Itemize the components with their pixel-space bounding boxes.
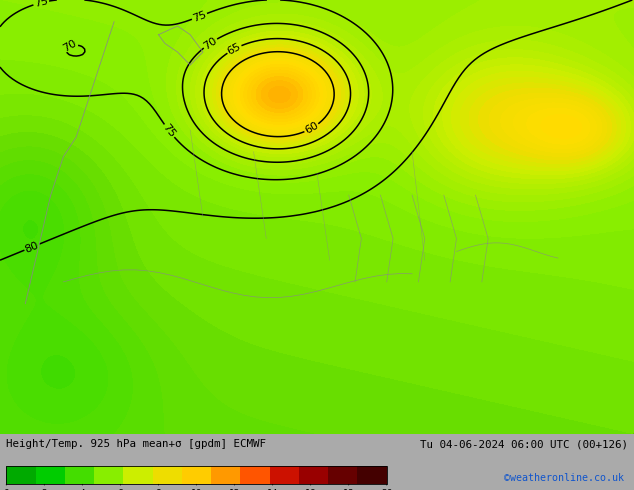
Text: 6: 6 <box>117 489 124 490</box>
Bar <box>153 466 182 484</box>
Text: 70: 70 <box>202 35 219 51</box>
Text: Tu 04-06-2024 06:00 UTC (00+126): Tu 04-06-2024 06:00 UTC (00+126) <box>420 439 628 449</box>
Text: 75: 75 <box>191 9 208 24</box>
Bar <box>211 466 240 484</box>
Text: 70: 70 <box>61 38 79 54</box>
Text: 75: 75 <box>161 122 178 140</box>
Bar <box>36 466 65 484</box>
Text: 60: 60 <box>303 121 320 136</box>
Text: ©weatheronline.co.uk: ©weatheronline.co.uk <box>505 472 624 483</box>
Text: 18: 18 <box>343 489 354 490</box>
Bar <box>94 466 124 484</box>
Text: 20: 20 <box>381 489 392 490</box>
Bar <box>299 466 328 484</box>
Text: 8: 8 <box>155 489 162 490</box>
Text: 4: 4 <box>79 489 86 490</box>
Bar <box>358 466 387 484</box>
Text: 2: 2 <box>41 489 48 490</box>
Bar <box>240 466 269 484</box>
Bar <box>182 466 211 484</box>
Text: 14: 14 <box>267 489 278 490</box>
Bar <box>65 466 94 484</box>
Text: 75: 75 <box>33 0 49 9</box>
Text: 10: 10 <box>191 489 202 490</box>
Bar <box>6 466 36 484</box>
Text: 0: 0 <box>3 489 10 490</box>
Text: 65: 65 <box>226 41 243 57</box>
Bar <box>328 466 358 484</box>
Text: 80: 80 <box>23 240 41 254</box>
Text: 16: 16 <box>305 489 316 490</box>
Text: 12: 12 <box>229 489 240 490</box>
Bar <box>6 466 387 484</box>
Bar <box>269 466 299 484</box>
Bar <box>124 466 153 484</box>
Text: Height/Temp. 925 hPa mean+σ [gpdm] ECMWF: Height/Temp. 925 hPa mean+σ [gpdm] ECMWF <box>6 439 266 449</box>
